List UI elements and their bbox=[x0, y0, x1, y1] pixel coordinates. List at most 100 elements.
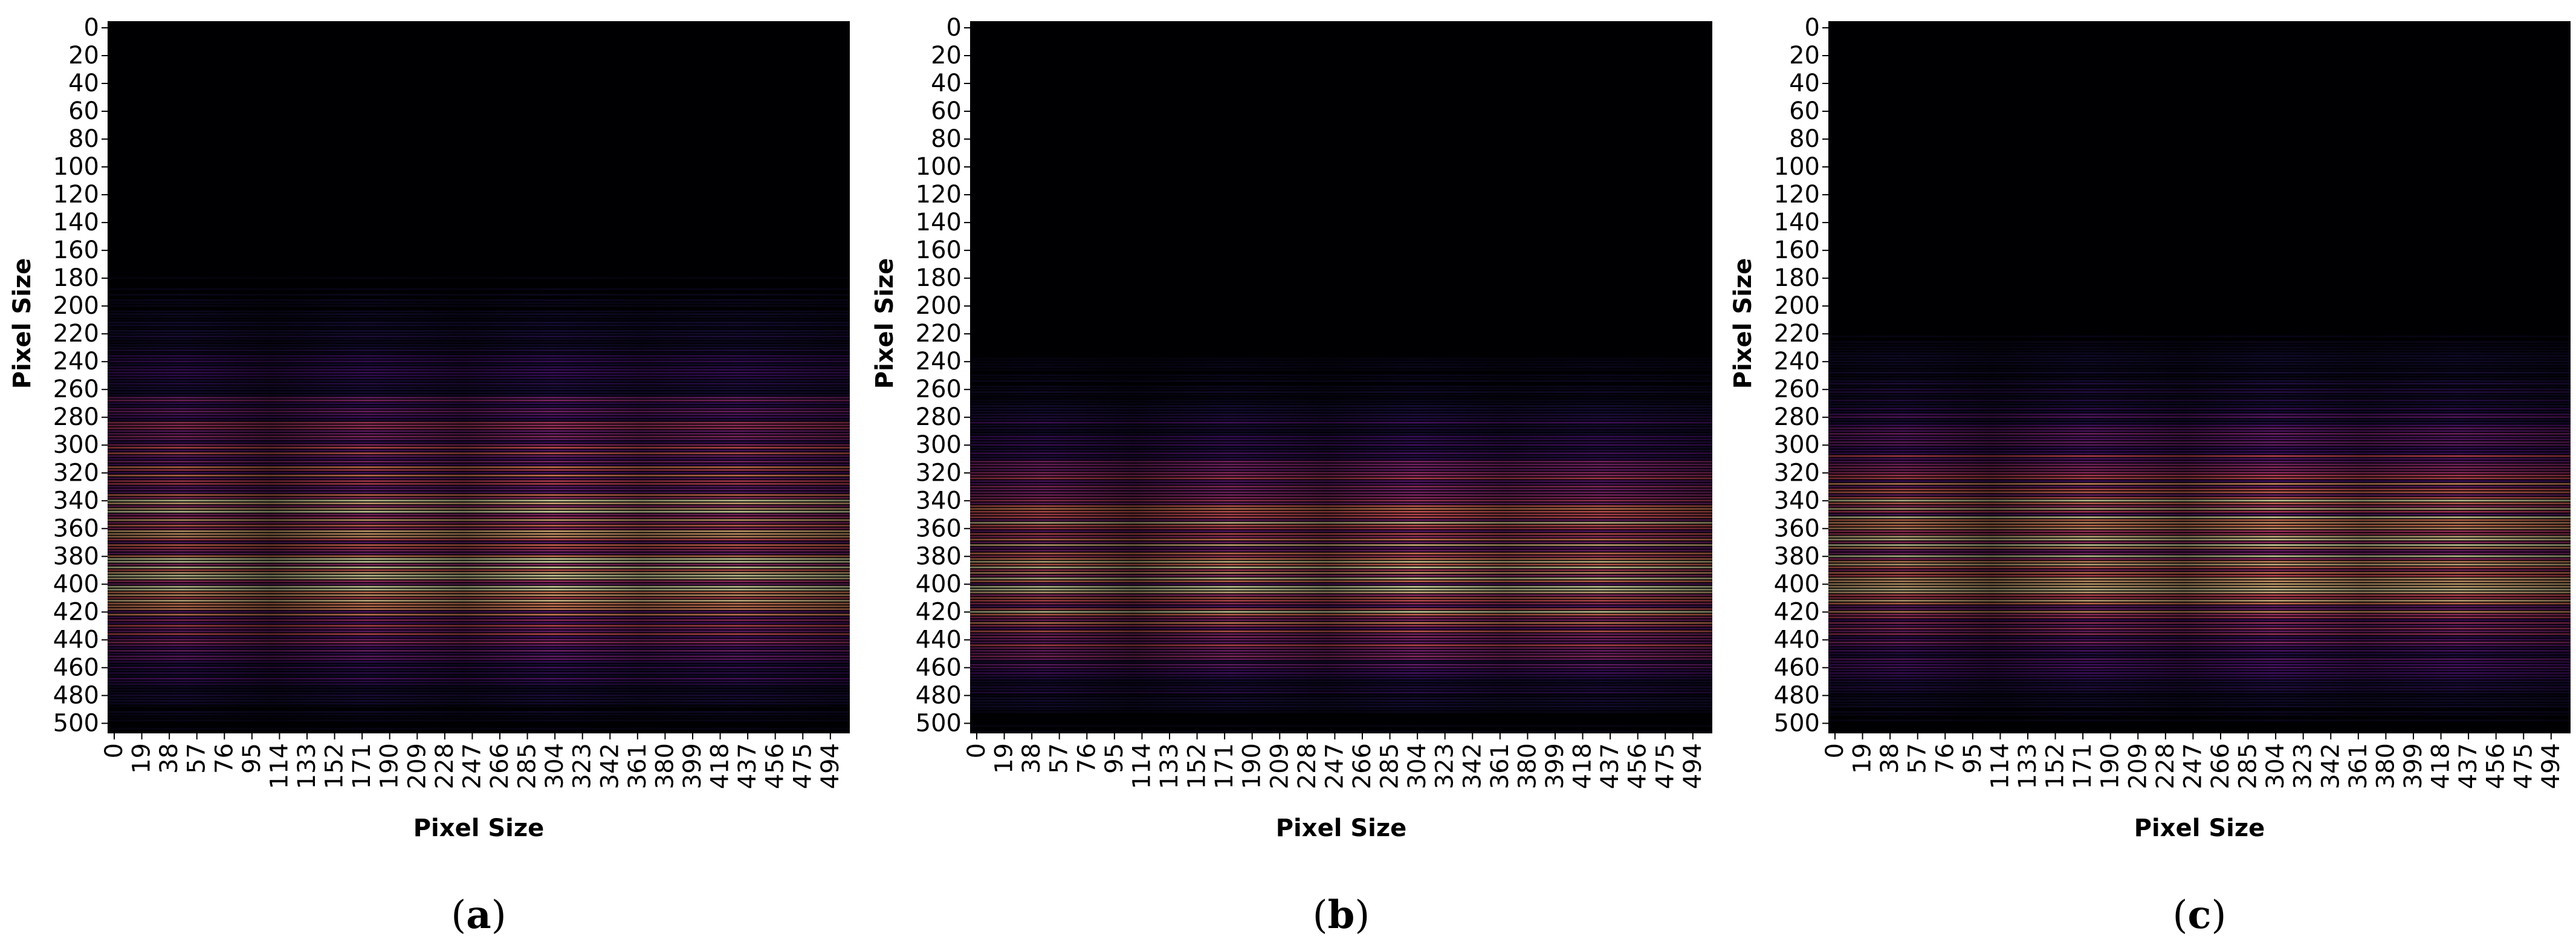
y-tick-label: 20 bbox=[1789, 42, 1820, 70]
x-tick-label: 266 bbox=[486, 743, 514, 789]
x-tick-label: 456 bbox=[1624, 743, 1652, 789]
x-tick-label: 456 bbox=[762, 743, 789, 789]
y-tick-label: 360 bbox=[916, 515, 962, 542]
heatmap-panel-a: 0204060801001201401601802002202402602803… bbox=[8, 14, 850, 938]
x-tick-label: 57 bbox=[183, 743, 211, 774]
y-tick-label: 0 bbox=[1805, 14, 1820, 42]
x-tick-label: 380 bbox=[2372, 743, 2400, 789]
y-tick-label: 500 bbox=[53, 709, 99, 737]
x-tick-label: 285 bbox=[1376, 743, 1404, 789]
y-tick-label: 40 bbox=[931, 70, 962, 97]
y-tick-label: 340 bbox=[53, 487, 99, 515]
y-tick-label: 440 bbox=[1774, 626, 1820, 654]
x-tick-label: 380 bbox=[1513, 743, 1541, 789]
y-tick-label: 200 bbox=[53, 292, 99, 320]
y-tick-label: 340 bbox=[916, 487, 962, 515]
y-tick-label: 340 bbox=[1774, 487, 1820, 515]
y-tick-label: 200 bbox=[1774, 292, 1820, 320]
y-tick-label: 240 bbox=[916, 348, 962, 375]
x-tick-label: 342 bbox=[1458, 743, 1486, 789]
x-tick-label: 114 bbox=[1986, 743, 2014, 789]
x-tick-label: 304 bbox=[2262, 743, 2290, 789]
x-tick-label: 38 bbox=[1018, 743, 1046, 774]
y-tick-label: 20 bbox=[68, 42, 99, 70]
y-tick-label: 140 bbox=[53, 209, 99, 236]
y-tick-label: 220 bbox=[1774, 320, 1820, 348]
x-tick-label: 57 bbox=[1904, 743, 1932, 774]
y-tick-label: 260 bbox=[1774, 375, 1820, 403]
x-tick-label: 285 bbox=[2235, 743, 2262, 789]
y-tick-label: 140 bbox=[916, 209, 962, 236]
y-tick-label: 360 bbox=[53, 515, 99, 542]
y-axis-title: Pixel Size bbox=[1729, 258, 1757, 389]
x-tick-label: 57 bbox=[1046, 743, 1073, 774]
y-tick-label: 260 bbox=[916, 375, 962, 403]
x-tick-label: 76 bbox=[210, 743, 238, 774]
x-axis-title: Pixel Size bbox=[413, 814, 545, 842]
y-tick-label: 380 bbox=[1774, 542, 1820, 570]
x-tick-label: 494 bbox=[2537, 743, 2565, 789]
y-tick-label: 80 bbox=[931, 125, 962, 153]
y-tick-label: 120 bbox=[916, 181, 962, 209]
x-tick-label: 171 bbox=[2069, 743, 2097, 789]
y-tick-label: 240 bbox=[1774, 348, 1820, 375]
y-tick-label: 240 bbox=[53, 348, 99, 375]
x-tick-label: 114 bbox=[265, 743, 293, 789]
x-tick-label: 475 bbox=[1651, 743, 1679, 789]
y-tick-label: 220 bbox=[53, 320, 99, 348]
panel-caption: (c) bbox=[2173, 892, 2227, 938]
y-axis-title: Pixel Size bbox=[8, 258, 36, 389]
y-tick-label: 400 bbox=[916, 570, 962, 598]
x-tick-label: 494 bbox=[1679, 743, 1707, 789]
y-tick-label: 480 bbox=[53, 681, 99, 709]
x-tick-label: 76 bbox=[1073, 743, 1101, 774]
x-tick-label: 361 bbox=[1486, 743, 1514, 789]
y-tick-label: 420 bbox=[916, 598, 962, 626]
x-tick-label: 247 bbox=[458, 743, 486, 789]
x-tick-label: 38 bbox=[1876, 743, 1904, 774]
y-tick-label: 400 bbox=[1774, 570, 1820, 598]
x-tick-label: 266 bbox=[2207, 743, 2235, 789]
y-tick-label: 260 bbox=[53, 375, 99, 403]
x-tick-label: 456 bbox=[2482, 743, 2510, 789]
y-tick-label: 60 bbox=[1789, 97, 1820, 125]
x-tick-label: 95 bbox=[1959, 743, 1987, 774]
y-tick-label: 280 bbox=[53, 403, 99, 431]
y-tick-label: 120 bbox=[53, 181, 99, 209]
y-tick-label: 160 bbox=[916, 236, 962, 264]
y-tick-label: 80 bbox=[1789, 125, 1820, 153]
y-axis-title: Pixel Size bbox=[871, 258, 899, 389]
y-tick-label: 0 bbox=[947, 14, 962, 42]
x-tick-label: 152 bbox=[1183, 743, 1211, 789]
y-tick-label: 380 bbox=[916, 542, 962, 570]
x-tick-label: 133 bbox=[293, 743, 321, 789]
y-tick-label: 180 bbox=[53, 264, 99, 292]
y-tick-label: 40 bbox=[1789, 70, 1820, 97]
y-tick-label: 120 bbox=[1774, 181, 1820, 209]
x-tick-label: 323 bbox=[2290, 743, 2317, 789]
y-tick-label: 440 bbox=[53, 626, 99, 654]
x-tick-label: 190 bbox=[2097, 743, 2125, 789]
y-tick-label: 480 bbox=[1774, 681, 1820, 709]
x-tick-label: 342 bbox=[2317, 743, 2345, 789]
y-tick-label: 0 bbox=[84, 14, 99, 42]
y-tick-label: 180 bbox=[1774, 264, 1820, 292]
y-tick-label: 160 bbox=[1774, 236, 1820, 264]
panels: 0204060801001201401601802002202402602803… bbox=[8, 14, 2571, 938]
y-tick-label: 80 bbox=[68, 125, 99, 153]
x-tick-label: 228 bbox=[2152, 743, 2180, 789]
x-tick-label: 0 bbox=[1821, 743, 1849, 758]
x-tick-label: 399 bbox=[2400, 743, 2427, 789]
y-tick-label: 320 bbox=[53, 459, 99, 487]
y-tick-label: 100 bbox=[1774, 153, 1820, 181]
x-tick-label: 437 bbox=[734, 743, 762, 789]
x-tick-label: 0 bbox=[963, 743, 991, 758]
x-tick-label: 76 bbox=[1931, 743, 1959, 774]
x-tick-label: 304 bbox=[541, 743, 569, 789]
y-tick-label: 220 bbox=[916, 320, 962, 348]
x-tick-label: 114 bbox=[1128, 743, 1156, 789]
y-tick-label: 200 bbox=[916, 292, 962, 320]
x-tick-label: 361 bbox=[2345, 743, 2372, 789]
y-tick-label: 40 bbox=[68, 70, 99, 97]
y-tick-label: 500 bbox=[1774, 709, 1820, 737]
